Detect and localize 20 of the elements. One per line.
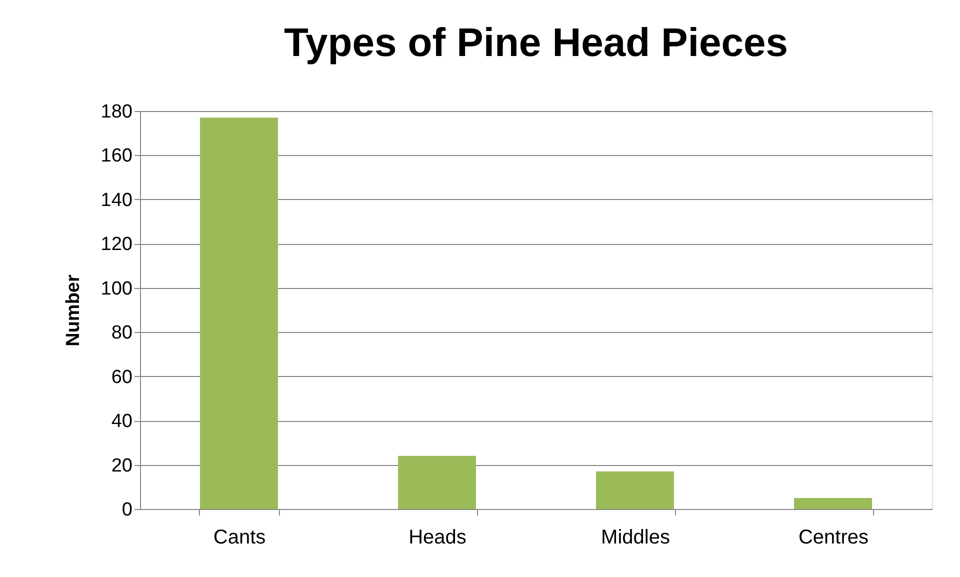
y-tick-label: 140 — [100, 190, 132, 211]
y-tick-label: 60 — [111, 366, 132, 388]
x-tick-label: Middles — [601, 526, 670, 548]
bar — [398, 456, 476, 509]
x-tick-label: Centres — [798, 526, 869, 548]
x-tick-label: Heads — [408, 526, 466, 548]
x-tick-label: Cants — [213, 526, 266, 548]
y-tick-label: 160 — [100, 146, 132, 167]
y-tick-label: 100 — [100, 278, 132, 300]
bar — [200, 118, 278, 509]
y-tick-label: 180 — [100, 102, 132, 122]
chart-title: Types of Pine Head Pieces — [284, 21, 788, 65]
y-tick-label: 120 — [100, 234, 132, 256]
bar — [794, 498, 872, 509]
y-tick-label: 20 — [111, 455, 132, 476]
y-tick-label: 80 — [111, 322, 132, 344]
y-tick-label: 40 — [111, 411, 132, 432]
bar — [596, 471, 674, 509]
y-tick-label: 0 — [122, 500, 132, 520]
y-axis-title: Number — [62, 274, 84, 346]
